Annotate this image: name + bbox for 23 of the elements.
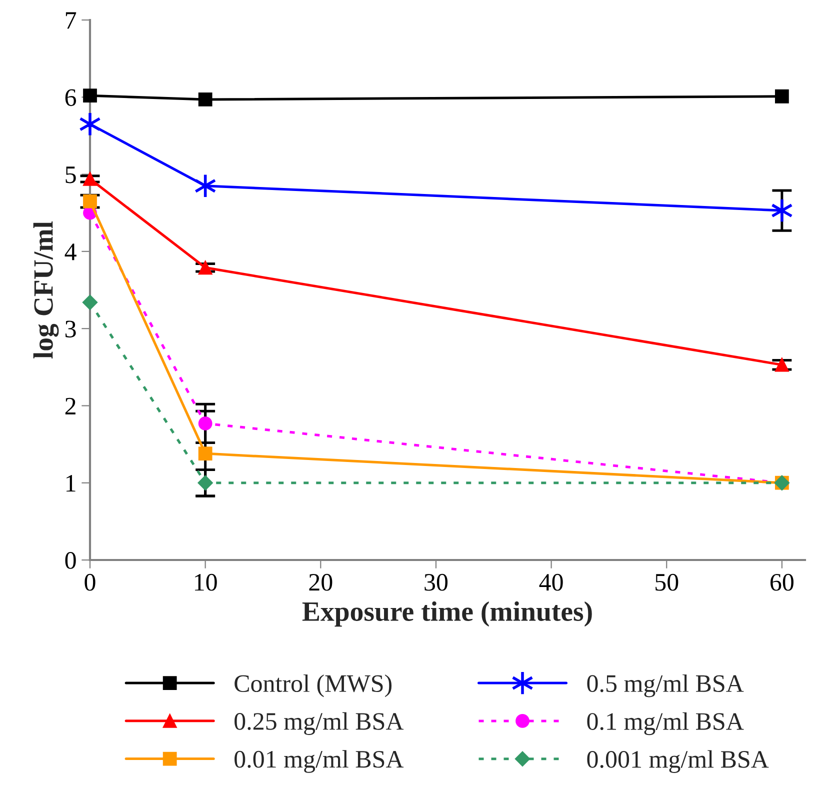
legend-label: 0.1 mg/ml BSA (587, 712, 744, 736)
x-tick-label: 10 (195, 574, 217, 591)
x-tick-label: 60 (770, 574, 794, 591)
y-tick-label: 1 (66, 475, 76, 492)
y-tick-label: 4 (64, 244, 76, 260)
legend-label: 0.25 mg/ml BSA (234, 712, 404, 736)
y-tick-label: 6 (65, 89, 76, 106)
y-tick-label: 3 (66, 320, 76, 338)
legend-label: Control (MWS) (234, 674, 392, 698)
y-tick-label: 7 (66, 12, 76, 29)
y-tick-label: 0 (65, 552, 76, 569)
x-tick-label: 40 (539, 574, 563, 591)
x-tick-label: 0 (84, 574, 96, 591)
legend-label: 0.001 mg/ml BSA (587, 750, 769, 773)
x-axis-title: Exposure time (minutes) (302, 601, 592, 627)
y-axis-title: log CFU/ml (33, 221, 59, 359)
x-tick-label: 20 (309, 574, 332, 591)
x-tick-label: 50 (656, 574, 678, 591)
y-tick-label: 5 (66, 166, 76, 184)
legend-label: 0.5 mg/ml BSA (587, 674, 744, 698)
y-tick-label: 2 (65, 398, 76, 414)
x-tick-label: 30 (424, 574, 448, 591)
legend-label: 0.01 mg/ml BSA (234, 750, 404, 773)
